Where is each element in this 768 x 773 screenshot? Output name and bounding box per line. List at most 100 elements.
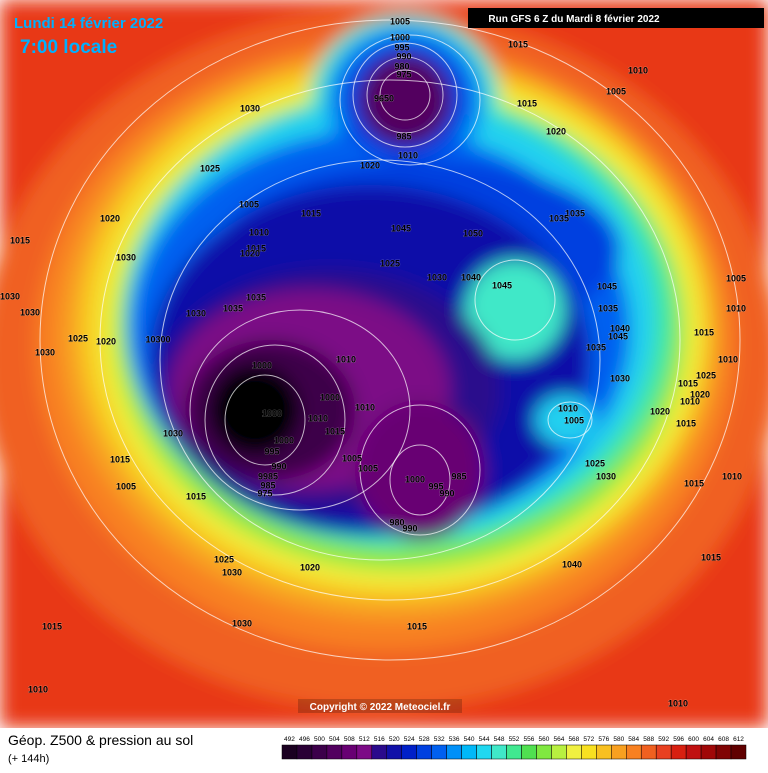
pressure-label: 1040 xyxy=(461,272,481,282)
pressure-label: 1000 xyxy=(390,32,410,42)
pressure-label: 990 xyxy=(271,461,286,471)
pressure-label: 975 xyxy=(257,488,272,498)
legend-swatch xyxy=(431,744,447,760)
pressure-label: 1015 xyxy=(684,478,704,488)
pressure-label: 1025 xyxy=(200,163,220,173)
pressure-label: 1045 xyxy=(492,280,512,290)
pressure-label: 1015 xyxy=(694,327,714,337)
pressure-label: 1010 xyxy=(558,403,578,413)
pressure-label: 1025 xyxy=(585,458,605,468)
valid-date: Lundi 14 février 2022 xyxy=(14,15,163,32)
pressure-label: 1030 xyxy=(163,428,183,438)
pressure-label: 1005 xyxy=(726,273,746,283)
pressure-label: 1020 xyxy=(360,160,380,170)
pressure-label: 1040 xyxy=(562,559,582,569)
pressure-label: 995 xyxy=(428,481,443,491)
pressure-label: 1030 xyxy=(20,307,40,317)
pressure-label: 1025 xyxy=(214,554,234,564)
legend-swatch xyxy=(715,744,732,760)
pressure-label: 1000 xyxy=(320,392,340,402)
pressure-label: 1015 xyxy=(301,208,321,218)
pressure-label: 1030 xyxy=(35,347,55,357)
pressure-label: 1035 xyxy=(598,303,618,313)
legend-swatch xyxy=(401,744,417,760)
legend-swatch xyxy=(596,744,612,760)
pressure-label: 1030 xyxy=(610,373,630,383)
pressure-label: 1015 xyxy=(517,98,537,108)
legend-swatch xyxy=(551,744,567,760)
pressure-label: 985 xyxy=(451,471,466,481)
pressure-label: 1015 xyxy=(42,621,62,631)
legend-label: 556 xyxy=(524,736,535,743)
legend-label: 540 xyxy=(464,736,475,743)
pressure-label: 1035 xyxy=(223,303,243,313)
legend-swatch xyxy=(670,744,687,760)
legend-label: 604 xyxy=(703,736,714,743)
pressure-label: 980 xyxy=(394,61,409,71)
pressure-label: 1015 xyxy=(407,621,427,631)
legend-label: 532 xyxy=(434,736,445,743)
pressure-label: 1030 xyxy=(0,291,20,301)
pressure-label: 1010 xyxy=(28,684,48,694)
legend-swatch xyxy=(566,744,582,760)
pressure-label: 1005 xyxy=(358,463,378,473)
pressure-label: 1030 xyxy=(222,567,242,577)
legend-label: 576 xyxy=(598,736,609,743)
pressure-label: 9985 xyxy=(258,471,278,481)
pressure-label: 1005 xyxy=(342,453,362,463)
pressure-label: 1010 xyxy=(722,471,742,481)
legend-swatch xyxy=(581,744,597,760)
legend-label: 524 xyxy=(404,736,415,743)
pressure-label: 1030 xyxy=(427,272,447,282)
pressure-label: 1005 xyxy=(606,86,626,96)
legend-swatch xyxy=(655,744,672,760)
legend-label: 504 xyxy=(329,736,340,743)
pressure-label: 1040 xyxy=(610,323,630,333)
legend-swatch xyxy=(611,744,627,760)
pressure-label: 995 xyxy=(264,446,279,456)
legend-swatch xyxy=(626,744,642,760)
legend-label: 600 xyxy=(688,736,699,743)
legend-label: 592 xyxy=(658,736,669,743)
footer-lead: (+ 144h) xyxy=(8,753,49,765)
legend-label: 572 xyxy=(583,736,594,743)
pressure-labels: 1005100099599098097596509851010101510101… xyxy=(0,16,747,709)
legend-label: 492 xyxy=(284,736,295,743)
isobars xyxy=(39,19,741,661)
pressure-label: 10300 xyxy=(145,334,170,344)
pressure-label: 1010 xyxy=(355,402,375,412)
legend-label: 500 xyxy=(314,736,325,743)
pressure-label: 1020 xyxy=(240,248,260,258)
pressure-label: 975 xyxy=(396,69,411,79)
pressure-label: 1030 xyxy=(596,471,616,481)
pressure-label: 1035 xyxy=(586,342,606,352)
pressure-label: 1010 xyxy=(726,303,746,313)
pressure-label: 1015 xyxy=(110,454,130,464)
pressure-label: 1025 xyxy=(68,333,88,343)
pressure-label: 1005 xyxy=(116,481,136,491)
pressure-label: 990 xyxy=(402,523,417,533)
legend-swatch xyxy=(536,744,552,760)
legend-label: 496 xyxy=(299,736,310,743)
legend-swatch xyxy=(326,744,343,760)
pressure-label: 1010 xyxy=(249,227,269,237)
field xyxy=(0,0,768,728)
pressure-label: 990 xyxy=(439,488,454,498)
pressure-label: 1015 xyxy=(701,552,721,562)
legend-label: 560 xyxy=(539,736,550,743)
pressure-label: 1030 xyxy=(186,308,206,318)
pressure-label: 1030 xyxy=(116,252,136,262)
pressure-label: 985 xyxy=(396,131,411,141)
pressure-label: 1005 xyxy=(239,199,259,209)
pressure-label: 1000 xyxy=(252,360,272,370)
pressure-label: 1005 xyxy=(564,415,584,425)
legend-swatch xyxy=(685,744,702,760)
pressure-label: 1010 xyxy=(680,396,700,406)
legend-label: 608 xyxy=(718,736,729,743)
legend-swatch xyxy=(640,744,657,760)
legend-swatch xyxy=(446,744,462,760)
legend-label: 564 xyxy=(553,736,564,743)
legend-swatch xyxy=(461,744,477,760)
pressure-label: 1025 xyxy=(380,258,400,268)
legend-label: 512 xyxy=(359,736,370,743)
